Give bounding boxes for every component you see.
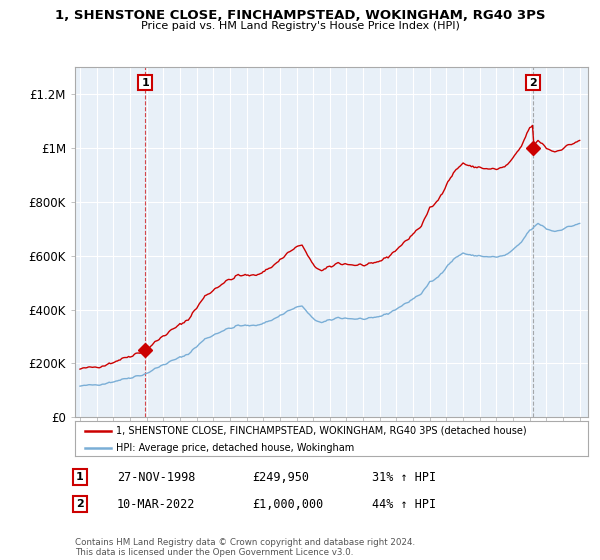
Text: 10-MAR-2022: 10-MAR-2022 [117,497,196,511]
Text: Price paid vs. HM Land Registry's House Price Index (HPI): Price paid vs. HM Land Registry's House … [140,21,460,31]
Text: 31% ↑ HPI: 31% ↑ HPI [372,470,436,484]
Text: 1: 1 [141,78,149,88]
Text: £1,000,000: £1,000,000 [252,497,323,511]
Text: 2: 2 [76,499,83,509]
Text: Contains HM Land Registry data © Crown copyright and database right 2024.
This d: Contains HM Land Registry data © Crown c… [75,538,415,557]
Text: £249,950: £249,950 [252,470,309,484]
Text: 1: 1 [76,472,83,482]
Text: 44% ↑ HPI: 44% ↑ HPI [372,497,436,511]
Text: 2: 2 [529,78,537,88]
Text: 1, SHENSTONE CLOSE, FINCHAMPSTEAD, WOKINGHAM, RG40 3PS: 1, SHENSTONE CLOSE, FINCHAMPSTEAD, WOKIN… [55,9,545,22]
Text: 1, SHENSTONE CLOSE, FINCHAMPSTEAD, WOKINGHAM, RG40 3PS (detached house): 1, SHENSTONE CLOSE, FINCHAMPSTEAD, WOKIN… [116,426,527,436]
Text: 27-NOV-1998: 27-NOV-1998 [117,470,196,484]
Text: HPI: Average price, detached house, Wokingham: HPI: Average price, detached house, Woki… [116,442,354,452]
